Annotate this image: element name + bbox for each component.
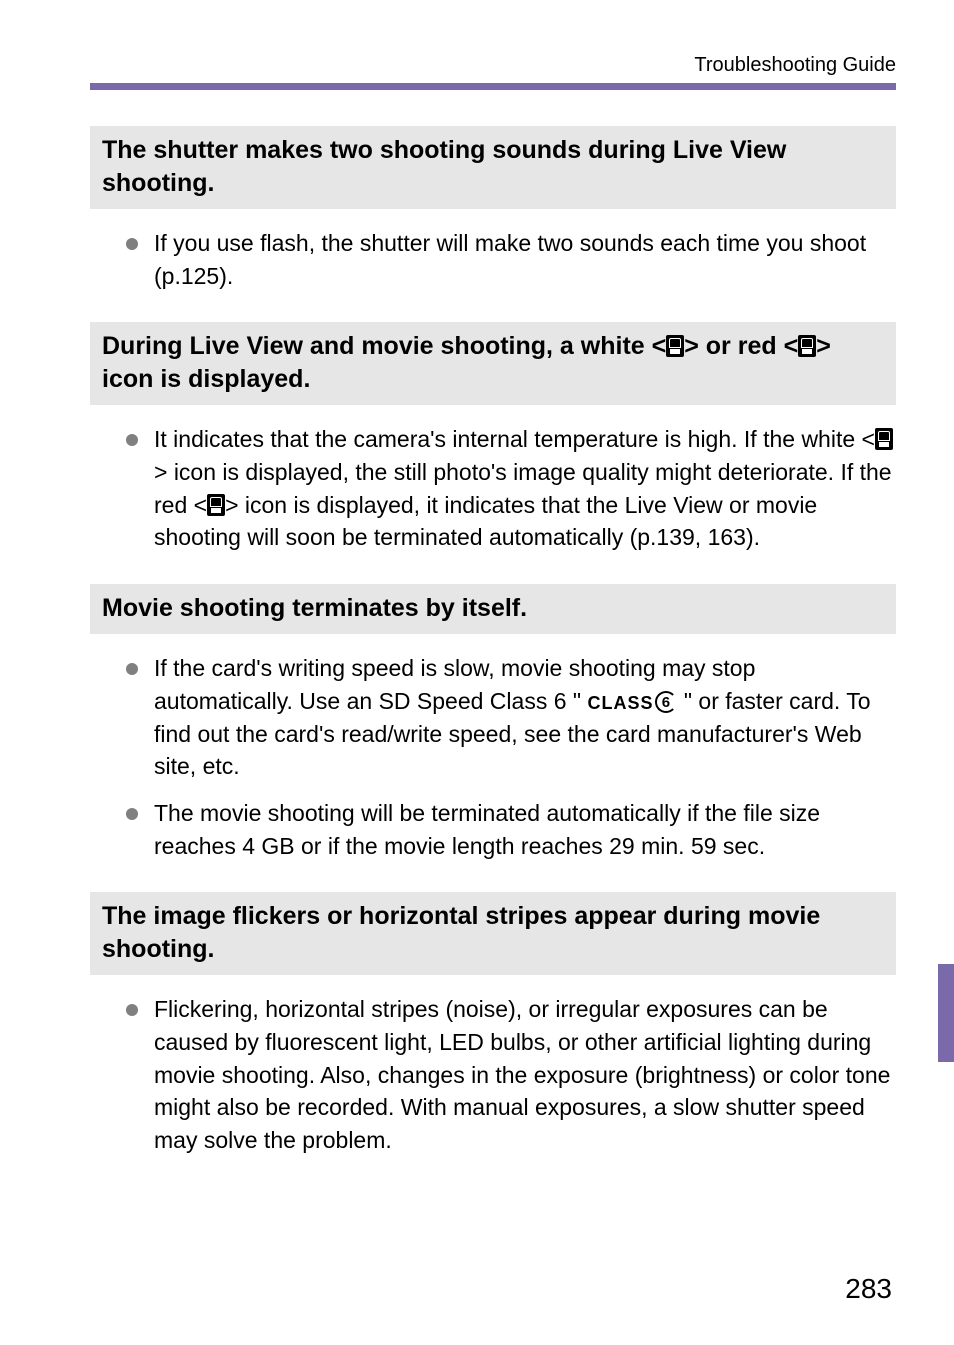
- list-item: The movie shooting will be terminated au…: [126, 797, 896, 862]
- section-heading-1: The shutter makes two shooting sounds du…: [90, 126, 896, 209]
- section-heading-4: The image flickers or horizontal stripes…: [90, 892, 896, 975]
- section-heading-2: During Live View and movie shooting, a w…: [90, 322, 896, 405]
- sd-class-icon: CLASS: [587, 691, 677, 717]
- heading-text-pre: During Live View and movie shooting, a w…: [102, 332, 666, 360]
- section-heading-3: Movie shooting terminates by itself.: [90, 584, 896, 635]
- page-container: Troubleshooting Guide The shutter makes …: [0, 0, 954, 1345]
- list-item: If the card's writing speed is slow, mov…: [126, 652, 896, 783]
- page-number: 283: [845, 1273, 892, 1305]
- bullet-text: Flickering, horizontal stripes (noise), …: [154, 996, 890, 1153]
- header-text: Troubleshooting Guide: [90, 54, 896, 77]
- bullet-list-4: Flickering, horizontal stripes (noise), …: [90, 993, 896, 1156]
- red-temp-icon: [207, 494, 225, 516]
- white-temp-icon: [666, 335, 684, 357]
- red-temp-icon: [798, 335, 816, 357]
- list-item: If you use flash, the shutter will make …: [126, 227, 896, 292]
- class-6-circle-icon: [655, 691, 677, 713]
- heading-text-mid: > or red <: [684, 332, 798, 360]
- header-rule: [90, 83, 896, 90]
- bullet-list-2: It indicates that the camera's internal …: [90, 423, 896, 554]
- bullet-text: The movie shooting will be terminated au…: [154, 800, 820, 859]
- bullet-list-3: If the card's writing speed is slow, mov…: [90, 652, 896, 862]
- bullet-text: If you use flash, the shutter will make …: [154, 230, 866, 289]
- bullet-text-post: > icon is displayed, it indicates that t…: [154, 492, 817, 551]
- bullet-text-pre: It indicates that the camera's internal …: [154, 426, 875, 452]
- list-item: It indicates that the camera's internal …: [126, 423, 896, 554]
- list-item: Flickering, horizontal stripes (noise), …: [126, 993, 896, 1156]
- class-label: CLASS: [587, 693, 653, 713]
- bullet-list-1: If you use flash, the shutter will make …: [90, 227, 896, 292]
- side-tab: [938, 964, 954, 1062]
- white-temp-icon: [875, 428, 893, 450]
